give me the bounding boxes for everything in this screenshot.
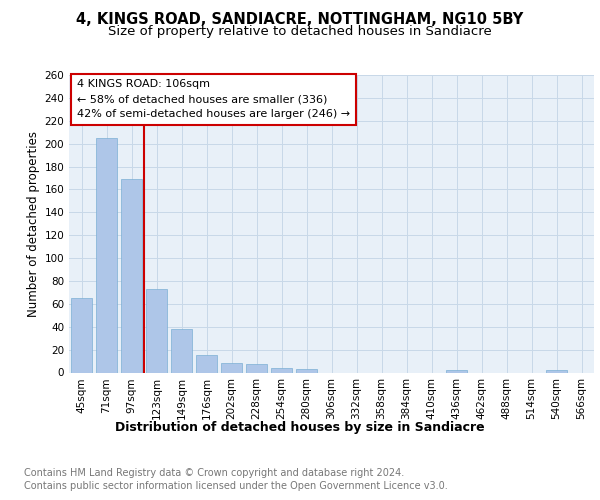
Bar — [271, 368, 292, 372]
Text: Size of property relative to detached houses in Sandiacre: Size of property relative to detached ho… — [108, 25, 492, 38]
Text: 4, KINGS ROAD, SANDIACRE, NOTTINGHAM, NG10 5BY: 4, KINGS ROAD, SANDIACRE, NOTTINGHAM, NG… — [76, 12, 524, 28]
Text: Contains public sector information licensed under the Open Government Licence v3: Contains public sector information licen… — [24, 481, 448, 491]
Bar — [146, 289, 167, 372]
Bar — [546, 370, 567, 372]
Bar — [71, 298, 92, 372]
Bar — [196, 356, 217, 372]
Bar — [171, 329, 192, 372]
Bar — [446, 370, 467, 372]
Text: 4 KINGS ROAD: 106sqm
← 58% of detached houses are smaller (336)
42% of semi-deta: 4 KINGS ROAD: 106sqm ← 58% of detached h… — [77, 80, 350, 119]
Bar — [121, 179, 142, 372]
Bar — [296, 369, 317, 372]
Bar — [96, 138, 117, 372]
Text: Distribution of detached houses by size in Sandiacre: Distribution of detached houses by size … — [115, 421, 485, 434]
Bar — [246, 364, 267, 372]
Bar — [221, 364, 242, 372]
Y-axis label: Number of detached properties: Number of detached properties — [27, 130, 40, 317]
Text: Contains HM Land Registry data © Crown copyright and database right 2024.: Contains HM Land Registry data © Crown c… — [24, 468, 404, 477]
